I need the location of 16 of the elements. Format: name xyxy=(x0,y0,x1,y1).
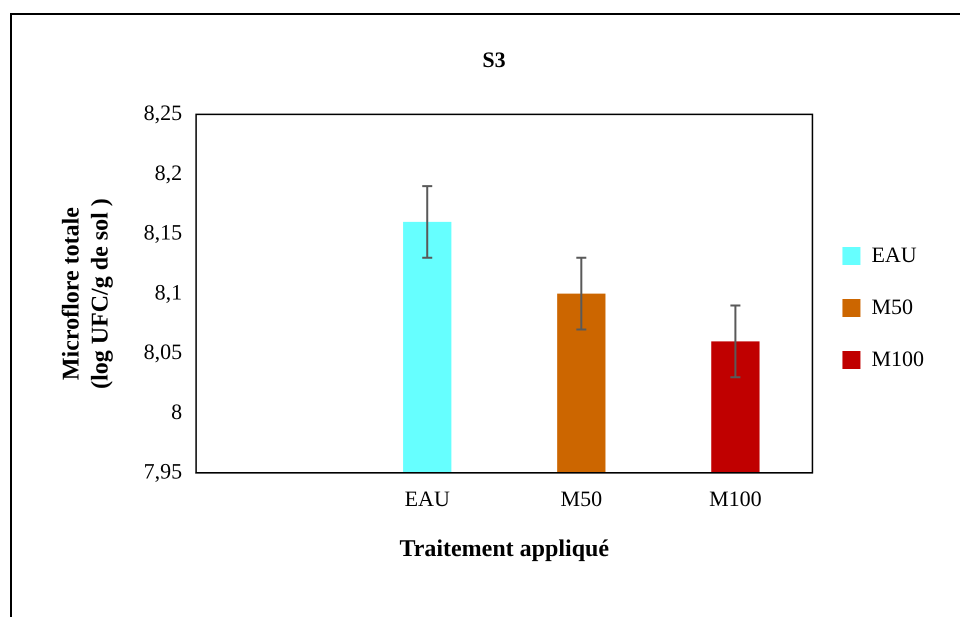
x-tick-label: M100 xyxy=(709,486,762,511)
x-tick-label: M50 xyxy=(560,486,602,511)
y-tick-label: 7,95 xyxy=(144,458,182,484)
y-tick-label: 8 xyxy=(171,398,182,424)
chart-title: S3 xyxy=(482,46,506,72)
y-tick-label: 8,1 xyxy=(154,279,182,304)
y-tick-label: 8,05 xyxy=(144,339,182,364)
y-axis-title: Microflore totale (log UFC/g de sol ) xyxy=(58,198,114,389)
y-tick-label: 8,2 xyxy=(154,160,182,185)
x-axis-title: Traitement appliqué xyxy=(399,536,610,562)
legend-label: M100 xyxy=(871,346,924,371)
legend-label: M50 xyxy=(871,294,913,319)
y-tick-label: 8,15 xyxy=(144,220,182,245)
legend-label: EAU xyxy=(871,242,917,267)
y-tick-label: 8,25 xyxy=(144,100,182,126)
x-tick-label: EAU xyxy=(404,486,450,511)
